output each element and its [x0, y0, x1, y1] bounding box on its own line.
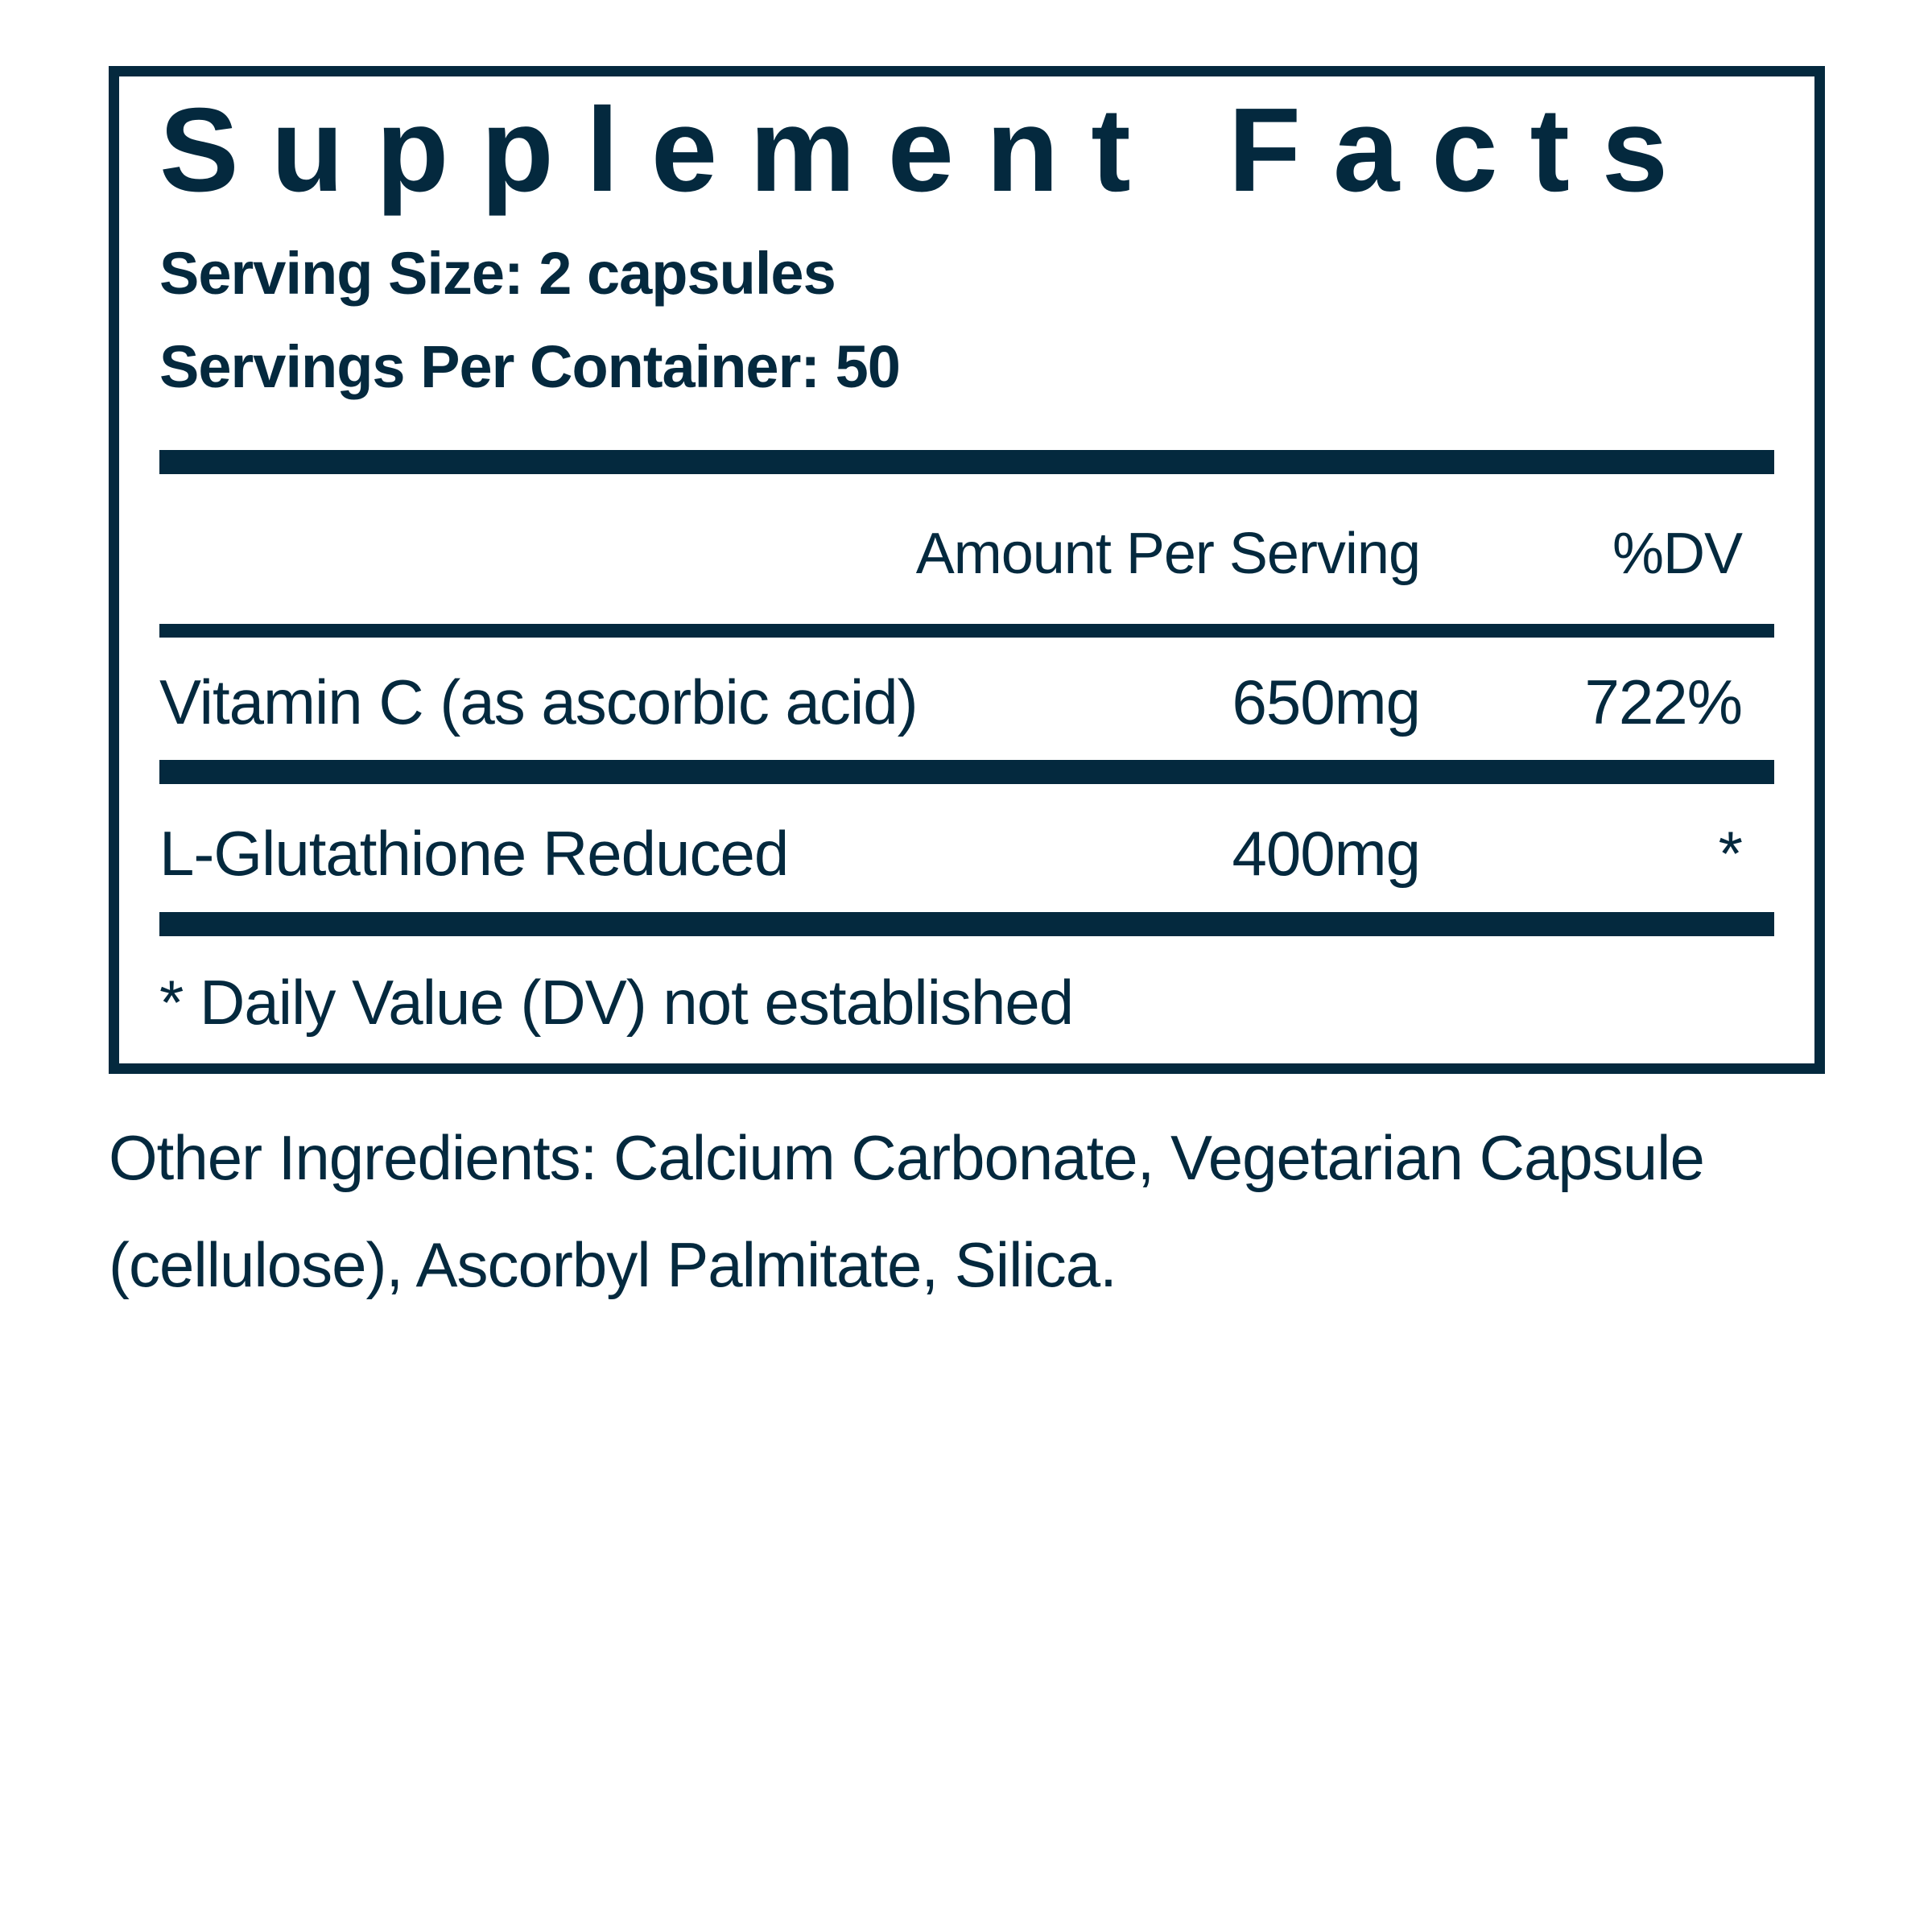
table-row-l-glutathione: L-Glutathione Reduced 400mg * [159, 816, 1774, 892]
table-header-row: Amount Per Serving %DV [159, 519, 1774, 588]
column-header-amount: Amount Per Serving [915, 522, 1421, 587]
divider-thick-bottom [159, 912, 1774, 937]
serving-size: Serving Size: 2 capsules [159, 240, 836, 308]
ingredient-name-vitamin-c: Vitamin C (as ascorbic acid) [159, 667, 919, 738]
supplement-facts-panel: Supplement Facts Serving Size: 2 capsule… [109, 66, 1825, 1074]
other-ingredients: Other Ingredients: Calcium Carbonate, Ve… [109, 1122, 1705, 1300]
divider-thick-mid [159, 759, 1774, 784]
column-header-dv: %DV [1612, 522, 1743, 587]
ingredient-name-l-glutathione: L-Glutathione Reduced [159, 817, 789, 889]
servings-per-container: Servings Per Container: 50 [159, 332, 901, 400]
ingredient-dv-vitamin-c: 722% [1584, 667, 1743, 738]
panel-title: Supplement Facts [159, 84, 1701, 217]
divider-thick-top [159, 450, 1774, 475]
table-row-vitamin-c: Vitamin C (as ascorbic acid) 650mg 722% [159, 665, 1774, 741]
dv-footnote: * Daily Value (DV) not established [159, 967, 1074, 1038]
divider-thin-header [159, 624, 1774, 638]
ingredient-dv-l-glutathione: * [1718, 817, 1743, 889]
ingredient-amount-vitamin-c: 650mg [1232, 667, 1421, 738]
ingredient-amount-l-glutathione: 400mg [1232, 817, 1421, 889]
